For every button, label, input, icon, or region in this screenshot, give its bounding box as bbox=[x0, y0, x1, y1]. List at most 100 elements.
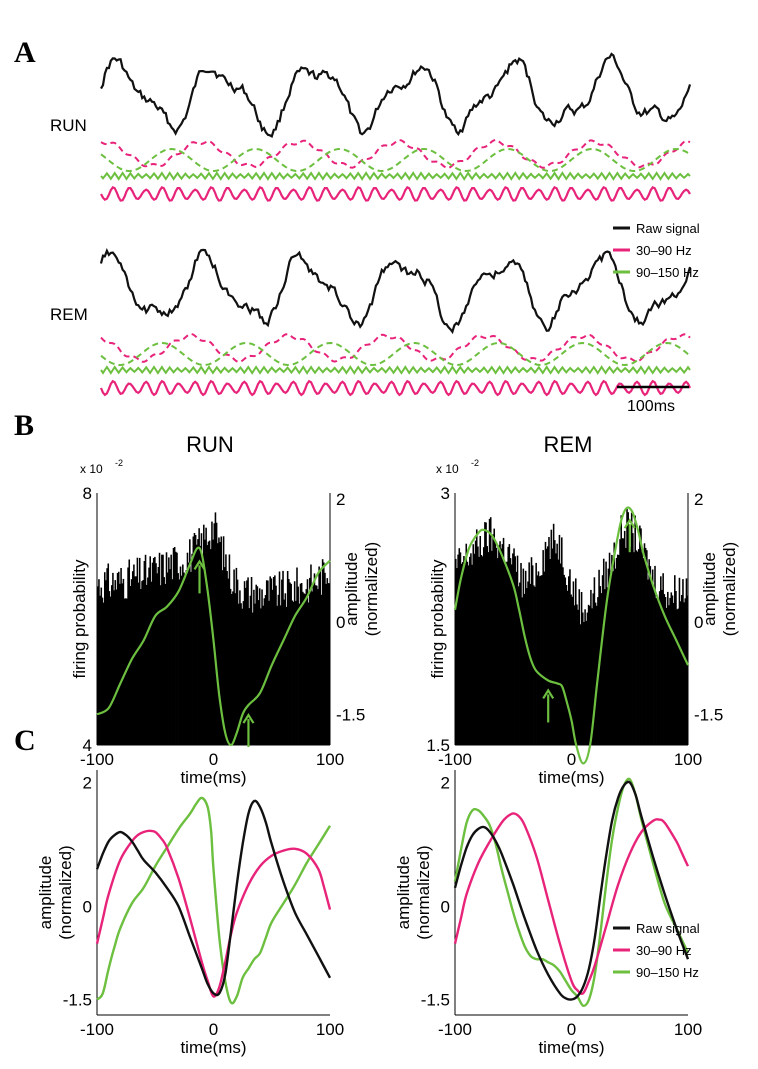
histogram-bar bbox=[161, 554, 163, 745]
histogram-bar bbox=[187, 562, 190, 745]
chart-c-rem: -100 0 100 time(ms) -1.5 0 2 amplitude (normaliz… bbox=[394, 770, 702, 1057]
histogram-bar bbox=[473, 553, 476, 745]
histogram-bar bbox=[119, 583, 121, 745]
series-line-hfo bbox=[96, 796, 332, 1005]
histogram-bar bbox=[630, 512, 633, 745]
hfo-envelope-trace bbox=[100, 147, 691, 173]
histogram-bar bbox=[317, 589, 319, 745]
histogram-bar bbox=[326, 578, 329, 745]
histogram-bar bbox=[590, 589, 592, 745]
histogram-bar bbox=[189, 539, 191, 745]
histogram-bar bbox=[651, 569, 654, 745]
chart-b-rem: -100 0 100 time(ms) 1.5 3 -1.5 0 2 firing probabi… bbox=[426, 484, 739, 787]
histogram-bar bbox=[178, 579, 181, 745]
histogram-bar bbox=[158, 552, 161, 745]
histogram-bar bbox=[456, 568, 458, 745]
histogram-bar bbox=[486, 546, 489, 745]
histogram-bar bbox=[99, 595, 101, 745]
gamma-filtered-trace bbox=[100, 186, 691, 202]
histogram-bar bbox=[568, 576, 570, 745]
histogram-bar bbox=[616, 554, 619, 745]
histogram-bar bbox=[279, 605, 282, 745]
histogram-bar bbox=[190, 571, 192, 745]
histogram-bar bbox=[620, 515, 622, 745]
histogram-bar bbox=[144, 554, 147, 745]
histogram-bar bbox=[578, 589, 581, 745]
histogram-bar bbox=[684, 598, 687, 745]
histogram-bar bbox=[320, 594, 323, 745]
series-line-raw bbox=[453, 780, 690, 1001]
histogram-bar bbox=[477, 546, 479, 745]
histogram-bar bbox=[601, 575, 604, 745]
histogram-bar bbox=[524, 570, 527, 745]
histogram-bar bbox=[321, 559, 324, 745]
histogram-bar bbox=[635, 550, 638, 745]
histogram-bar bbox=[269, 576, 271, 745]
histogram-bar bbox=[193, 533, 196, 745]
histogram-bar bbox=[260, 608, 262, 745]
hfo-envelope-trace bbox=[100, 341, 691, 367]
histogram-bar bbox=[199, 545, 202, 745]
trace-label-run: RUN bbox=[50, 116, 87, 135]
y-axis-label: amplitude bbox=[36, 856, 55, 930]
histogram-bar bbox=[116, 573, 119, 745]
histogram-bar bbox=[236, 579, 239, 745]
histogram-bar bbox=[485, 522, 487, 745]
histogram-bar bbox=[613, 542, 615, 745]
histogram-bar bbox=[649, 566, 652, 745]
histogram-bar bbox=[278, 571, 281, 745]
histogram-bar bbox=[555, 553, 557, 745]
x-tick-label: -100 bbox=[80, 1020, 114, 1039]
hfo-filtered-trace bbox=[100, 365, 691, 375]
histogram-bar bbox=[162, 554, 164, 745]
histogram-bar bbox=[106, 568, 108, 745]
x-tick-label: -100 bbox=[80, 750, 114, 769]
y-tick-label-left: 4 bbox=[83, 736, 92, 755]
histogram-bar bbox=[530, 557, 533, 745]
histogram-bar bbox=[592, 593, 595, 745]
histogram-bar bbox=[324, 572, 326, 745]
raw-signal-trace bbox=[100, 52, 692, 139]
histogram-bar bbox=[248, 608, 251, 745]
histogram-bar bbox=[254, 603, 256, 745]
histogram-bar bbox=[653, 587, 655, 745]
histogram-bar bbox=[609, 574, 612, 745]
histogram-bar bbox=[499, 541, 501, 745]
histogram-bar bbox=[488, 518, 491, 745]
y-tick-label: 2 bbox=[441, 773, 450, 792]
histogram-bar bbox=[243, 581, 246, 745]
histogram-bar bbox=[200, 533, 203, 745]
histogram-bar bbox=[584, 609, 586, 745]
histogram-bar bbox=[256, 586, 259, 745]
histogram-bar bbox=[121, 583, 124, 745]
histogram-bar bbox=[271, 589, 274, 745]
chart-c-run: -100 0 100 time(ms) -1.5 0 2 amplitude (normaliz… bbox=[36, 770, 344, 1057]
histogram-bar bbox=[309, 577, 311, 745]
histogram-bar bbox=[522, 568, 525, 745]
histogram-bar bbox=[234, 593, 237, 745]
y-tick-label-right: 2 bbox=[336, 490, 345, 509]
histogram-bar bbox=[654, 565, 656, 745]
histogram-bar bbox=[103, 572, 106, 745]
histogram-bar bbox=[258, 588, 261, 745]
x-axis-label: time(ms) bbox=[538, 768, 604, 787]
histogram-bar bbox=[671, 595, 674, 745]
histogram-bar bbox=[261, 589, 263, 745]
histogram-bar bbox=[622, 538, 625, 745]
histogram-bar bbox=[606, 587, 609, 745]
histogram-bar bbox=[665, 607, 668, 745]
panel-a-letter: A bbox=[14, 36, 36, 69]
histogram-bar bbox=[526, 588, 528, 745]
histogram-bar bbox=[310, 564, 312, 745]
histogram-bar bbox=[230, 594, 233, 745]
histogram-bar bbox=[250, 577, 253, 745]
histogram-bar bbox=[208, 540, 211, 745]
histogram-bar bbox=[129, 586, 132, 745]
histogram-bar bbox=[487, 552, 490, 745]
histogram-bar bbox=[634, 515, 636, 745]
histogram-bar bbox=[218, 537, 220, 745]
histogram-bar bbox=[494, 541, 497, 745]
histogram-bar bbox=[101, 597, 104, 745]
histogram-bar bbox=[297, 586, 299, 745]
histogram-bar bbox=[647, 579, 649, 745]
